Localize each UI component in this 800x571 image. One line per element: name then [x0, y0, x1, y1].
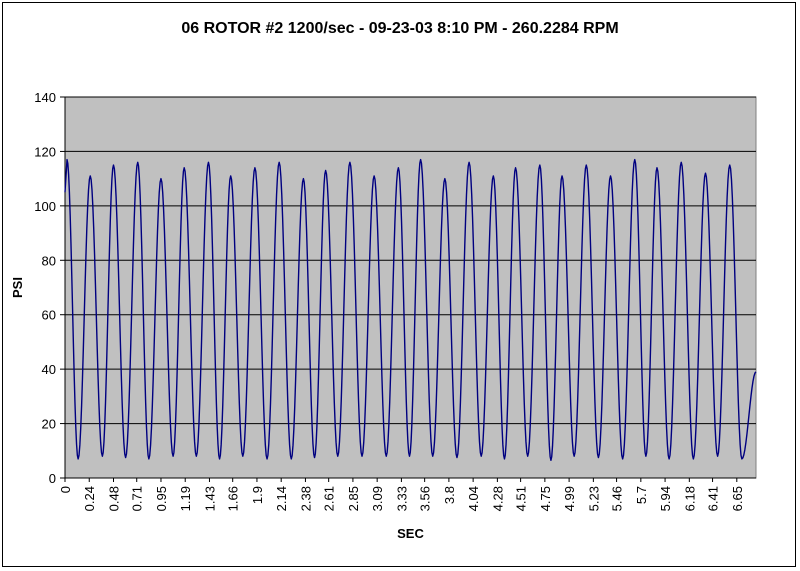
y-tick-label: 40 — [42, 362, 56, 377]
axis-layer: 0 20 40 60 80 100 120 140 0 0.24 0.48 0.71 0.95 1.19 1… — [34, 90, 756, 511]
x-tick-label: 0.95 — [154, 486, 169, 511]
x-tick-label: 0.48 — [106, 486, 121, 511]
x-tick-label: 4.99 — [562, 486, 577, 511]
x-tick-label: 6.18 — [682, 486, 697, 511]
x-tick-label: 2.38 — [298, 486, 313, 511]
series-line — [64, 158, 757, 462]
x-tick-label: 5.46 — [610, 486, 625, 511]
y-tick-label: 140 — [34, 90, 56, 105]
x-tick-label: 4.51 — [514, 486, 529, 511]
y-tick-label: 120 — [34, 144, 56, 159]
x-tick-label: 2.14 — [274, 486, 289, 511]
x-tick-label: 1.43 — [202, 486, 217, 511]
x-tick-label: 1.66 — [226, 486, 241, 511]
y-tick-label: 60 — [42, 308, 56, 323]
y-axis-label: PSI — [10, 277, 25, 298]
x-tick-label: 4.75 — [538, 486, 553, 511]
x-axis-label: SEC — [397, 526, 424, 541]
x-tick-label: 5.94 — [658, 486, 673, 511]
x-tick-label: 6.65 — [730, 486, 745, 511]
x-tick-label: 1.19 — [178, 486, 193, 511]
x-tick-label: 4.28 — [490, 486, 505, 511]
x-tick-label: 0 — [58, 486, 73, 493]
y-tick-label: 80 — [42, 253, 56, 268]
x-tick-label: 3.09 — [370, 486, 385, 511]
x-tick-label: 0.24 — [82, 486, 97, 511]
x-tick-label: 5.7 — [634, 486, 649, 504]
x-tick-label: 3.8 — [442, 486, 457, 504]
x-tick-label: 3.33 — [394, 486, 409, 511]
x-tick-label: 1.9 — [250, 486, 265, 504]
y-tick-label: 0 — [49, 471, 56, 486]
series-layer — [64, 158, 757, 462]
x-tick-label: 6.41 — [706, 486, 721, 511]
plot-area — [64, 96, 757, 479]
x-tick-label: 5.23 — [586, 486, 601, 511]
x-tick-label: 2.85 — [346, 486, 361, 511]
x-tick-label: 3.56 — [418, 486, 433, 511]
x-tick-label: 0.71 — [130, 486, 145, 511]
y-tick-label: 100 — [34, 199, 56, 214]
chart-title: 06 ROTOR #2 1200/sec - 09-23-03 8:10 PM … — [181, 20, 619, 37]
y-tick-label: 20 — [42, 417, 56, 432]
x-tick-label: 4.04 — [466, 486, 481, 511]
x-tick-label: 2.61 — [322, 486, 337, 511]
